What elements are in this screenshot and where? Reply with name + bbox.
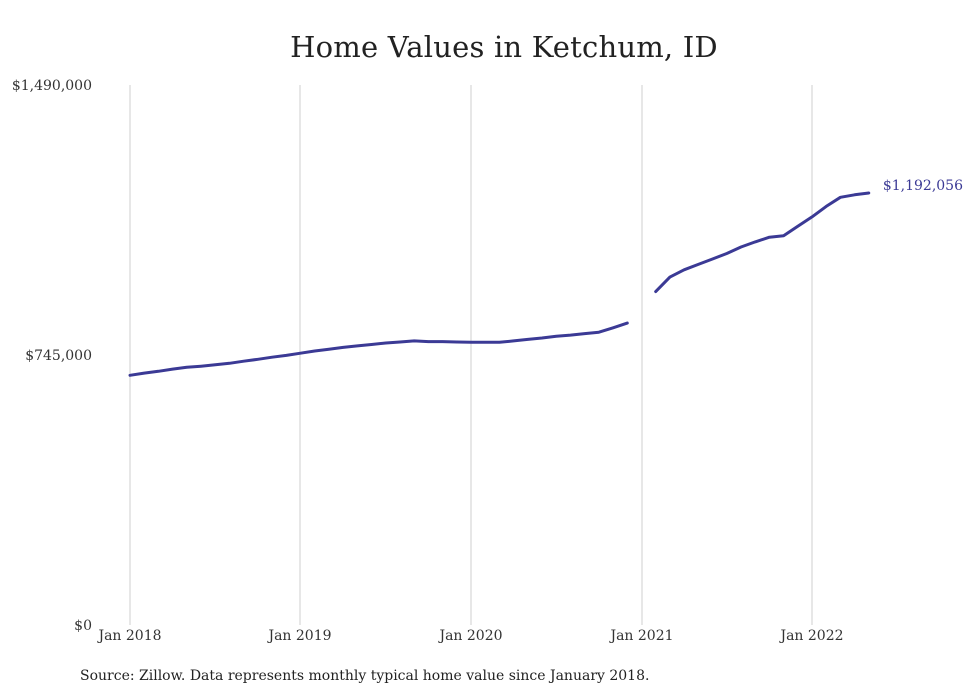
x-tick-label: Jan 2021 [608,628,673,644]
y-tick-label: $0 [74,618,92,634]
series-line-segment-1 [128,321,629,377]
series-line [128,191,871,377]
x-tick-label: Jan 2018 [96,628,161,644]
end-value-label: $1,192,056 [883,178,963,194]
y-tick-label: $1,490,000 [12,78,92,94]
chart-title: Home Values in Ketchum, ID [290,30,718,64]
x-axis-ticks: Jan 2018 Jan 2019 Jan 2020 Jan 2021 Jan 2022 [96,628,843,644]
x-tick-label: Jan 2020 [437,628,502,644]
data-labels: $1,192,056 [883,178,963,194]
x-tick-label: Jan 2022 [778,628,843,644]
line-chart: $0$745,000$1,490,000 Jan 2018 Jan 2019 Jan… [12,78,963,644]
y-axis-ticks: $0 $745,000 $1,490,000 [12,78,92,634]
source-note: Source: Zillow. Data represents monthly … [80,668,650,684]
y-tick-label: $745,000 [25,348,92,364]
x-tick-label: Jan 2019 [266,628,331,644]
series-line-segment-2 [654,191,871,294]
gridlines [129,85,813,625]
